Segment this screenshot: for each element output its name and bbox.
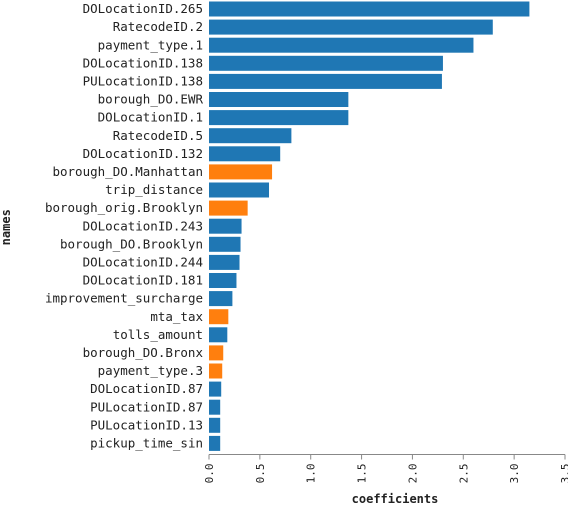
bar [209, 200, 248, 216]
category-label: DOLocationID.244 [83, 254, 203, 269]
bar [209, 37, 474, 53]
bar [209, 73, 442, 89]
bar [209, 55, 443, 71]
category-label: payment_type.1 [98, 37, 203, 52]
x-axis-ticks: 0.0 0.5 1.0 1.5 2.0 2.5 3.0 3.5 [203, 454, 568, 484]
category-label: improvement_surcharge [45, 291, 203, 306]
x-tick-label: 3.5 [559, 464, 568, 484]
bar [209, 363, 223, 379]
bar [209, 254, 240, 270]
category-label: trip_distance [105, 182, 203, 197]
category-label: borough_DO.Manhattan [52, 164, 203, 179]
category-label: DOLocationID.132 [83, 146, 203, 161]
bar [209, 417, 221, 433]
bar [209, 236, 241, 252]
bar [209, 19, 493, 35]
bar [209, 1, 530, 17]
bar [209, 381, 222, 397]
category-label: mta_tax [150, 309, 203, 324]
bar [209, 218, 242, 234]
category-label: PULocationID.138 [83, 73, 203, 88]
bar [209, 92, 349, 107]
category-label: DOLocationID.138 [83, 55, 203, 70]
bar [209, 345, 224, 361]
category-label: borough_orig.Brooklyn [45, 200, 203, 215]
bar [209, 309, 229, 325]
x-tick-label: 0.5 [254, 464, 267, 484]
category-label: PULocationID.13 [90, 417, 203, 432]
bar [209, 128, 292, 144]
category-label: pickup_time_sin [90, 435, 203, 450]
x-tick-label: 1.5 [356, 464, 369, 484]
category-labels: DOLocationID.265 RatecodeID.2 payment_type… [45, 1, 204, 450]
y-axis-title: names [0, 209, 13, 245]
x-tick-label: 3.0 [508, 464, 521, 484]
category-label: payment_type.3 [98, 363, 203, 378]
bar [209, 273, 237, 288]
category-label: DOLocationID.1 [98, 110, 203, 125]
x-tick-label: 1.0 [305, 464, 318, 484]
bars-group [209, 1, 530, 451]
x-tick-label: 2.0 [406, 464, 419, 484]
category-label: RatecodeID.2 [113, 19, 203, 34]
bar [209, 291, 233, 307]
bar [209, 164, 273, 180]
bar [209, 182, 270, 198]
category-label: borough_DO.Bronx [83, 345, 204, 360]
bar [209, 327, 228, 343]
bar [209, 435, 221, 451]
category-label: PULocationID.87 [90, 399, 203, 414]
category-label: DOLocationID.181 [83, 273, 203, 288]
category-label: borough_DO.Brooklyn [60, 236, 203, 251]
category-label: borough_DO.EWR [98, 92, 204, 107]
category-label: DOLocationID.87 [90, 381, 203, 396]
bar [209, 110, 349, 126]
category-label: RatecodeID.5 [113, 128, 203, 143]
x-axis-title: coefficients [352, 492, 439, 506]
category-label: DOLocationID.243 [83, 218, 203, 233]
category-label: tolls_amount [113, 327, 203, 342]
bar [209, 146, 281, 162]
x-tick-label: 0.0 [203, 464, 216, 484]
x-tick-label: 2.5 [457, 464, 470, 484]
bar [209, 399, 221, 415]
category-label: DOLocationID.265 [83, 1, 203, 16]
